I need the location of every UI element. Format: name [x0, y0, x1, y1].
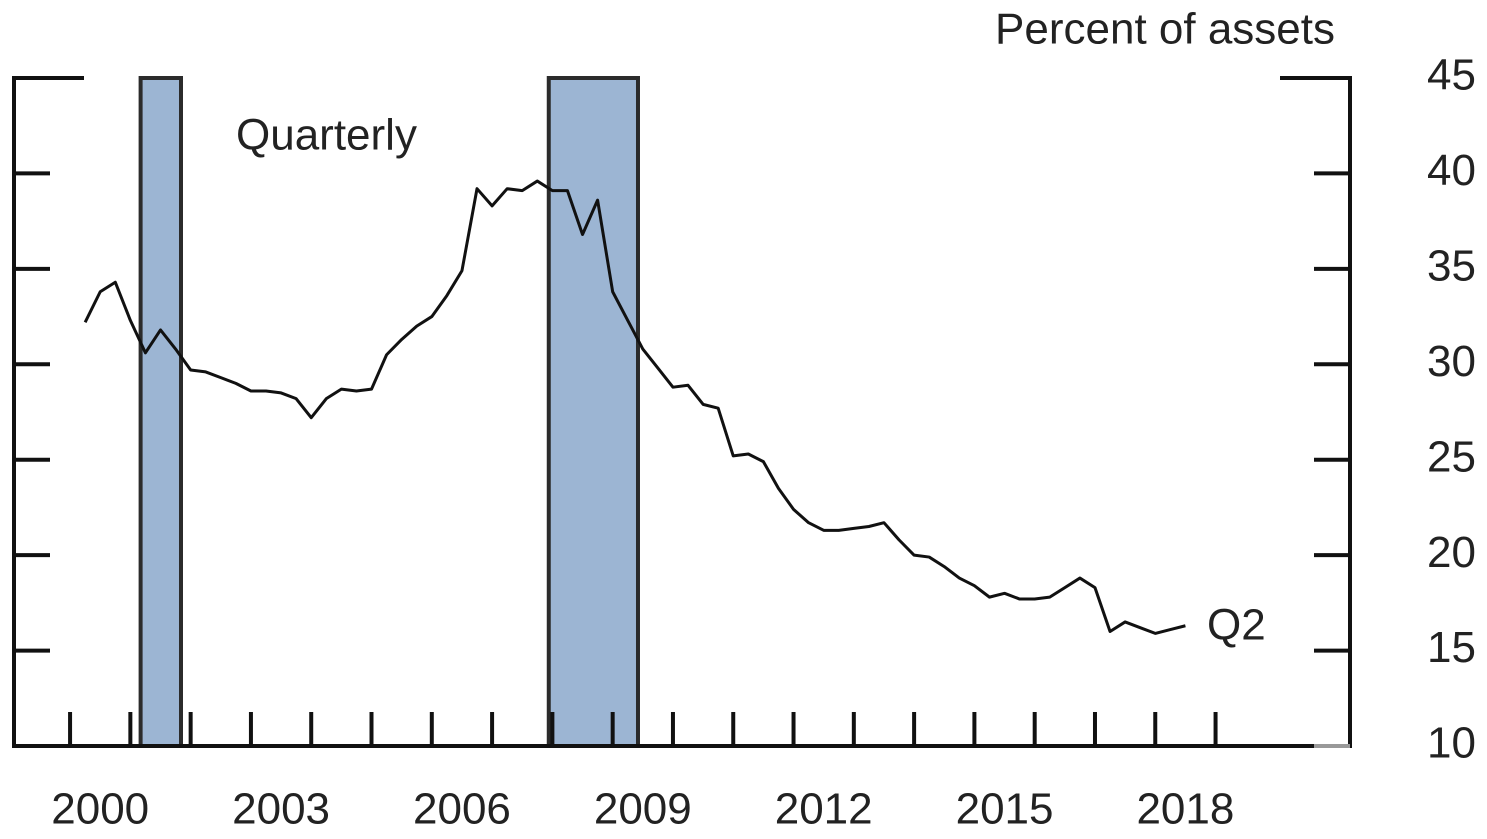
- recession-band: [138, 76, 183, 748]
- y-tick-label: 10: [1427, 719, 1476, 768]
- y-tick-label: 25: [1427, 432, 1476, 481]
- x-tick-label: 2009: [594, 785, 692, 834]
- x-tick-label: 2003: [232, 785, 330, 834]
- data-line: [83, 179, 1186, 635]
- x-tick-label: 2015: [956, 785, 1054, 834]
- annotation: Quarterly: [236, 111, 417, 160]
- y-axis-label: Percent of assets: [995, 5, 1335, 54]
- x-tick-label: 2006: [413, 785, 511, 834]
- recession-band: [546, 76, 640, 748]
- y-tick-label: 15: [1427, 623, 1476, 672]
- x-tick-label: 2012: [775, 785, 873, 834]
- y-tick-label: 20: [1427, 528, 1476, 577]
- y-tick-label: 30: [1427, 337, 1476, 386]
- x-tick-label: 2018: [1136, 785, 1234, 834]
- y-tick-label: 35: [1427, 241, 1476, 290]
- annotation: Q2: [1207, 601, 1266, 650]
- x-tick-label: 2000: [51, 785, 149, 834]
- y-tick-label: 40: [1427, 146, 1476, 195]
- y-tick-label: 45: [1427, 51, 1476, 100]
